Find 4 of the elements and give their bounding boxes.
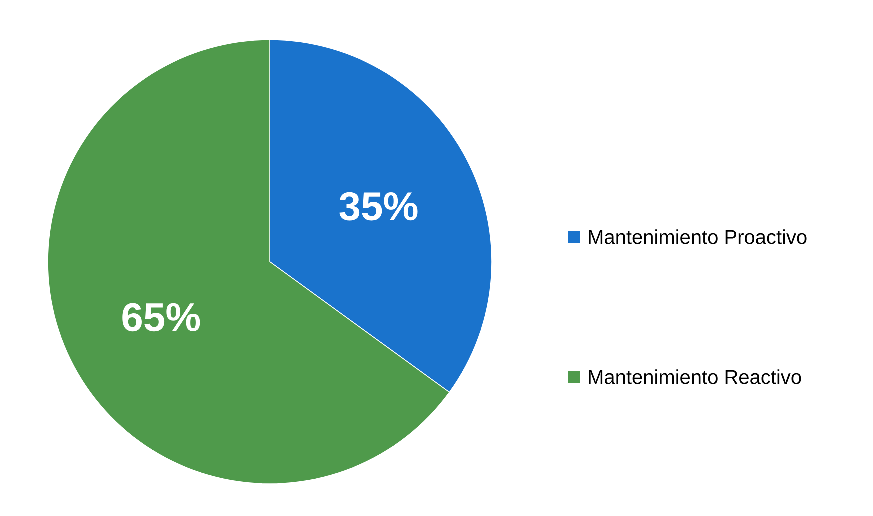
data-label: 35%: [340, 192, 418, 221]
legend-label: Mantenimiento Reactivo: [589, 370, 802, 384]
data-label: 65%: [122, 303, 200, 332]
legend-label: Mantenimiento Proactivo: [589, 230, 807, 244]
